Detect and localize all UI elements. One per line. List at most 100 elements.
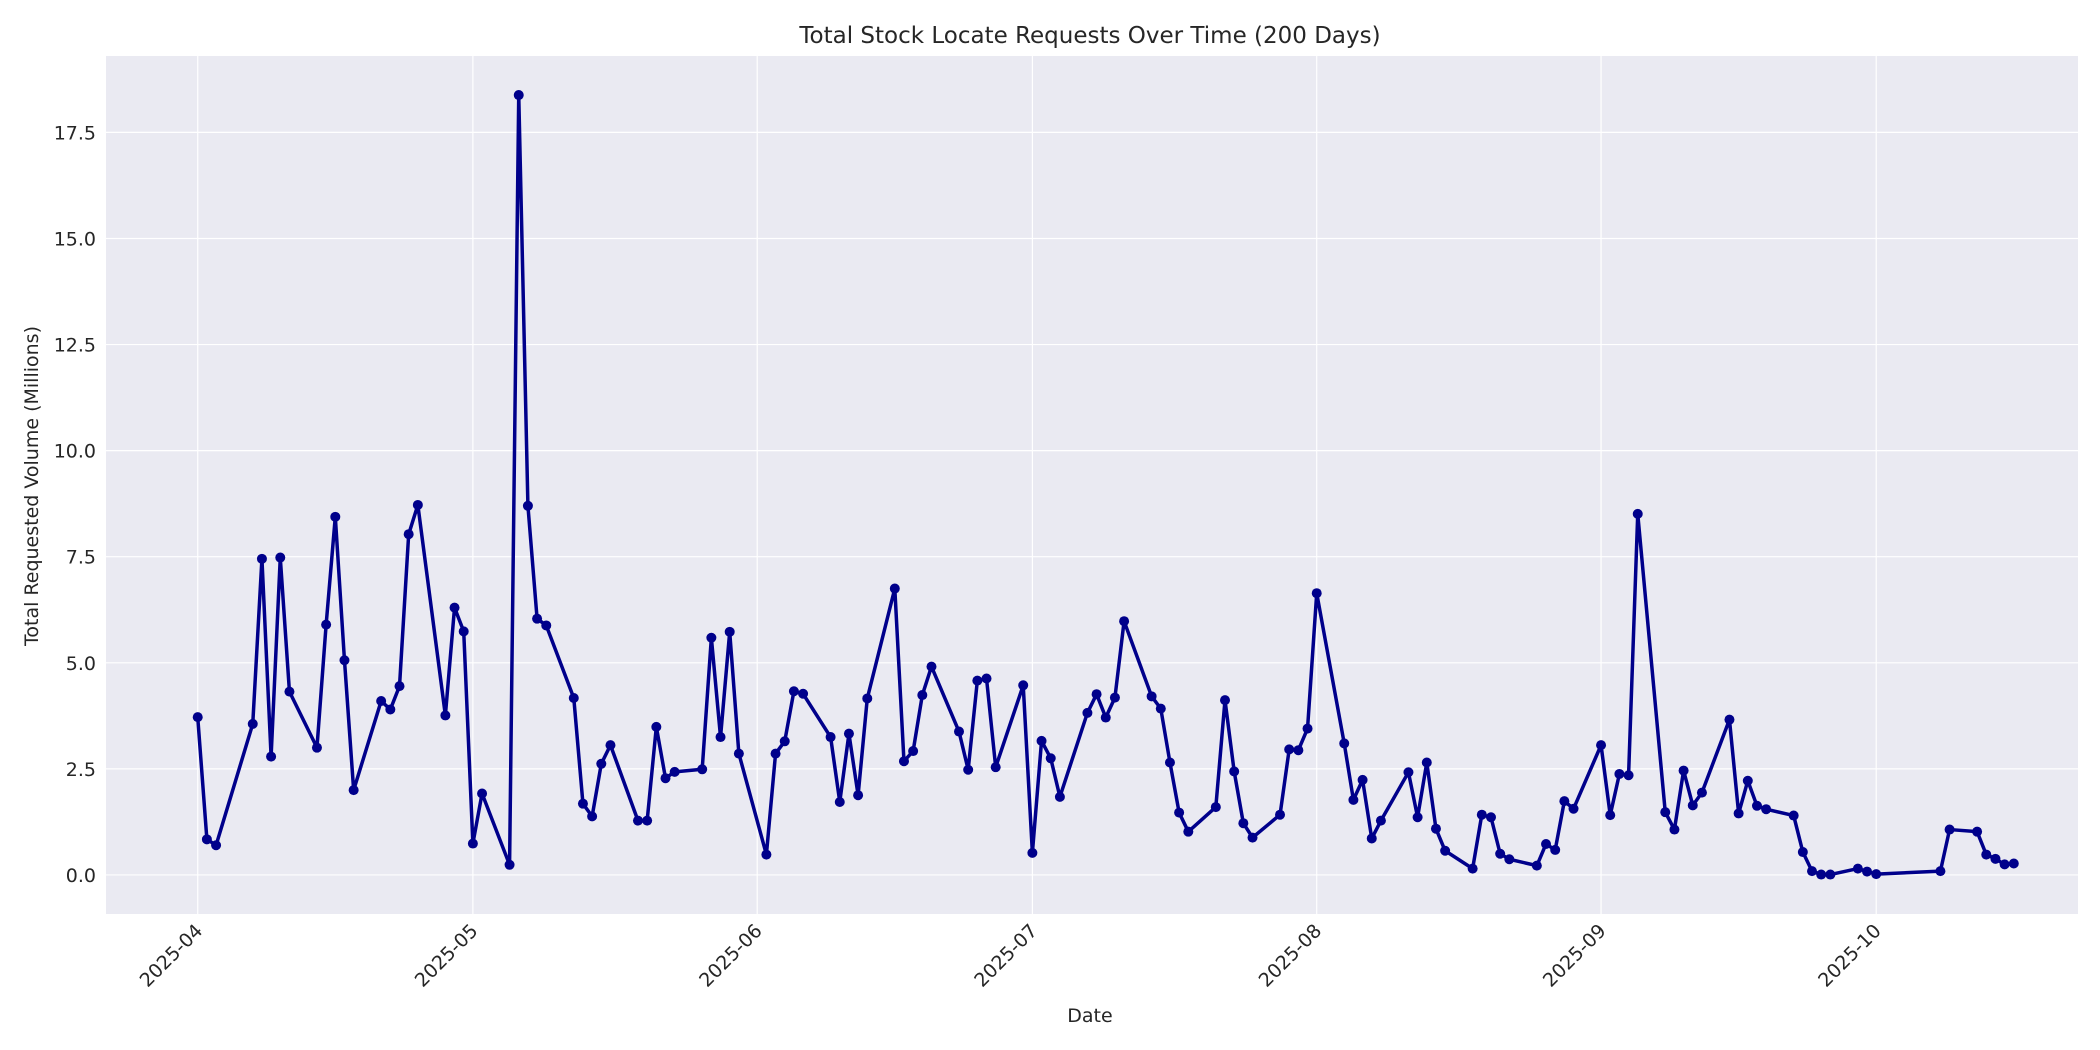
data-point <box>458 626 469 637</box>
data-point <box>477 788 488 799</box>
data-point <box>1816 869 1827 880</box>
data-point <box>715 732 726 743</box>
data-point <box>788 686 799 697</box>
data-point <box>1605 810 1616 821</box>
data-point <box>266 751 277 762</box>
data-point <box>513 90 524 101</box>
data-point <box>330 511 341 522</box>
data-point <box>192 712 203 723</box>
data-point <box>1871 869 1882 880</box>
data-point <box>1403 767 1414 778</box>
y-tick-label: 2.5 <box>66 759 96 781</box>
data-point <box>1440 845 1451 856</box>
data-point <box>1284 744 1295 755</box>
data-point <box>1825 869 1836 880</box>
y-gridlines <box>106 131 2078 876</box>
data-point <box>1311 588 1322 599</box>
y-tick-label: 0.0 <box>66 865 96 887</box>
data-point <box>440 710 451 721</box>
data-point <box>1559 796 1570 807</box>
data-point <box>825 732 836 743</box>
data-point <box>761 849 772 860</box>
series-layer <box>192 90 2019 880</box>
data-point <box>1238 818 1249 829</box>
y-tick-label: 5.0 <box>66 653 96 675</box>
data-point <box>1467 863 1478 874</box>
data-point <box>651 721 662 732</box>
data-point <box>642 815 653 826</box>
data-point <box>1724 714 1735 725</box>
data-point <box>954 726 964 737</box>
data-point <box>1155 703 1166 714</box>
data-point <box>1164 757 1175 768</box>
data-point <box>779 736 790 747</box>
data-point <box>798 688 809 699</box>
data-point <box>211 840 222 851</box>
data-point <box>1504 854 1515 865</box>
data-point <box>275 552 286 563</box>
data-point <box>201 834 212 845</box>
data-point <box>1596 740 1607 751</box>
data-point <box>1669 824 1680 835</box>
x-axis-label: Date <box>1067 1005 1112 1027</box>
data-point <box>1119 616 1130 627</box>
y-tick-label: 17.5 <box>54 122 96 144</box>
data-point <box>669 766 680 777</box>
data-point <box>1788 810 1799 821</box>
data-point <box>321 619 332 630</box>
data-point <box>504 859 515 870</box>
data-point <box>853 790 864 801</box>
data-point <box>467 838 478 849</box>
data-point <box>256 553 267 564</box>
data-point <box>972 675 983 686</box>
data-point <box>1018 680 1029 691</box>
data-point <box>1476 809 1487 820</box>
data-point <box>1687 800 1698 811</box>
data-point <box>697 764 708 775</box>
data-point <box>990 762 1001 773</box>
data-point <box>1366 833 1377 844</box>
x-gridlines <box>197 56 1877 914</box>
data-point <box>1632 508 1643 519</box>
data-point <box>1623 770 1634 781</box>
data-point <box>1302 723 1313 734</box>
data-point <box>1678 765 1689 776</box>
data-point <box>1412 812 1423 823</box>
data-point <box>706 632 717 643</box>
data-point <box>1091 689 1102 700</box>
data-point <box>1375 815 1386 826</box>
data-point <box>1807 866 1818 877</box>
data-point <box>1852 863 1863 874</box>
data-point <box>1614 768 1625 779</box>
data-point <box>1210 802 1221 813</box>
data-point <box>1862 866 1873 877</box>
data-point <box>1944 824 1955 835</box>
y-tick-label: 15.0 <box>54 228 96 250</box>
data-point <box>1174 807 1185 818</box>
data-point <box>1531 860 1542 871</box>
data-point <box>1935 866 1946 877</box>
data-point <box>1036 735 1047 746</box>
data-point <box>449 602 460 613</box>
data-point <box>1082 707 1093 718</box>
data-point <box>1293 745 1304 756</box>
data-point <box>1999 859 2010 870</box>
data-point <box>1275 809 1286 820</box>
data-point <box>1183 826 1194 837</box>
data-point <box>247 718 258 729</box>
data-point <box>1027 847 1038 858</box>
data-point <box>1421 757 1432 768</box>
data-point <box>898 756 909 767</box>
data-point <box>577 798 588 809</box>
plot-area <box>106 56 2078 914</box>
data-point <box>1696 787 1707 798</box>
data-point <box>834 796 845 807</box>
data-point <box>284 686 295 697</box>
data-point <box>1761 804 1772 815</box>
data-point <box>1733 808 1744 819</box>
data-point <box>889 583 900 594</box>
data-point <box>1751 800 1762 811</box>
data-point <box>1348 794 1359 805</box>
data-point <box>1742 775 1753 786</box>
